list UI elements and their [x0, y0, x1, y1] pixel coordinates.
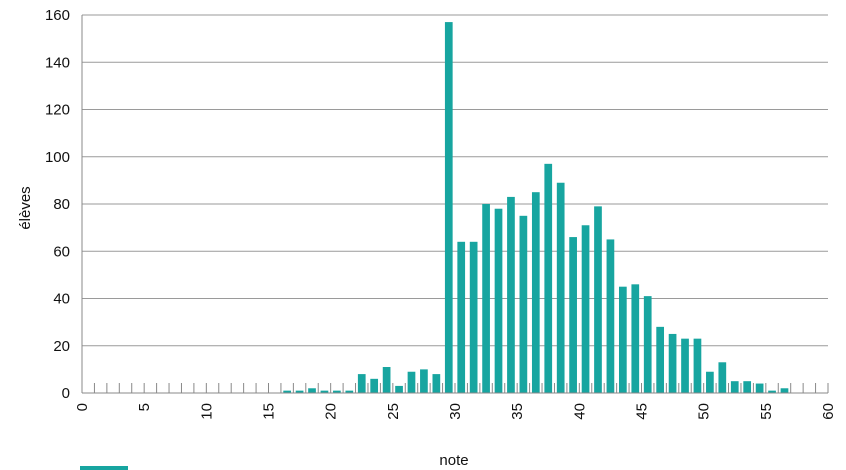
bar-note-38: [556, 182, 565, 393]
x-tick-label: 30: [447, 403, 464, 420]
bar-note-18: [308, 388, 316, 393]
bar-note-29: [444, 22, 453, 394]
bar-note-33: [494, 208, 503, 393]
bar-note-28: [432, 374, 441, 393]
bar-note-48: [681, 338, 689, 393]
y-tick-label: 140: [45, 54, 70, 71]
x-tick-label: 25: [385, 403, 402, 420]
x-tick-label: 10: [198, 403, 215, 420]
bar-note-53: [743, 381, 752, 393]
bar-note-32: [482, 204, 490, 393]
x-tick-label: 50: [696, 403, 713, 420]
y-tick-label: 60: [53, 243, 70, 260]
bar-note-19: [320, 390, 329, 393]
bar-note-44: [631, 284, 640, 393]
bar-note-52: [730, 381, 739, 393]
x-tick-label: 15: [261, 403, 278, 420]
x-tick-label: 5: [136, 403, 153, 411]
bar-note-54: [755, 383, 764, 393]
bars: [283, 22, 789, 394]
legend-swatch: [80, 466, 128, 470]
bar-note-30: [457, 241, 466, 393]
x-tick-label: 55: [758, 403, 775, 420]
x-tick-label: 60: [820, 403, 837, 420]
y-tick-label: 160: [45, 7, 70, 24]
bar-note-24: [382, 367, 391, 393]
y-axis-title: élèves: [17, 186, 34, 229]
bar-note-41: [594, 206, 602, 393]
bar-note-22: [357, 374, 366, 393]
bar-note-21: [345, 390, 354, 393]
bar-note-45: [643, 296, 652, 393]
x-tick-label: 45: [634, 403, 651, 420]
bar-note-25: [395, 385, 403, 393]
grid-lines: [82, 14, 828, 347]
x-tick-label: 0: [74, 403, 91, 411]
bar-note-56: [780, 388, 789, 393]
bar-note-40: [581, 225, 590, 393]
bar-note-16: [283, 390, 292, 393]
bar-note-42: [606, 239, 615, 393]
axes: [81, 15, 829, 394]
bar-note-49: [693, 338, 702, 393]
bar-note-50: [706, 371, 714, 393]
bar-note-36: [531, 192, 540, 393]
bar-note-47: [668, 333, 677, 393]
bar-note-17: [295, 390, 304, 393]
y-tick-labels: 0 20 40 60 80 100 120 140 160: [45, 7, 70, 402]
y-tick-label: 100: [45, 149, 70, 166]
bar-note-55: [768, 390, 776, 393]
y-tick-label: 80: [53, 196, 70, 213]
bar-note-20: [333, 390, 341, 393]
y-tick-label: 20: [53, 338, 70, 355]
x-tick-label: 20: [323, 403, 340, 420]
y-tick-label: 0: [62, 385, 70, 402]
bar-note-37: [544, 163, 553, 393]
y-tick-label: 120: [45, 102, 70, 119]
bar-note-43: [618, 286, 627, 393]
bar-note-31: [469, 241, 478, 393]
y-tick-label: 40: [53, 291, 70, 308]
bar-note-34: [507, 196, 515, 393]
x-tick-labels: 0 5 10 15 20 25 30 35 40 45 50 55 60: [74, 403, 837, 420]
bar-note-35: [519, 215, 528, 393]
bar-note-26: [407, 371, 416, 393]
bar-note-51: [718, 362, 727, 393]
bar-note-39: [569, 237, 577, 393]
bar-note-27: [420, 369, 428, 393]
x-tick-label: 35: [509, 403, 526, 420]
bar-note-23: [370, 378, 379, 393]
bar-note-46: [656, 326, 665, 393]
x-axis-title: note: [439, 452, 468, 469]
x-tick-label: 40: [571, 403, 588, 420]
